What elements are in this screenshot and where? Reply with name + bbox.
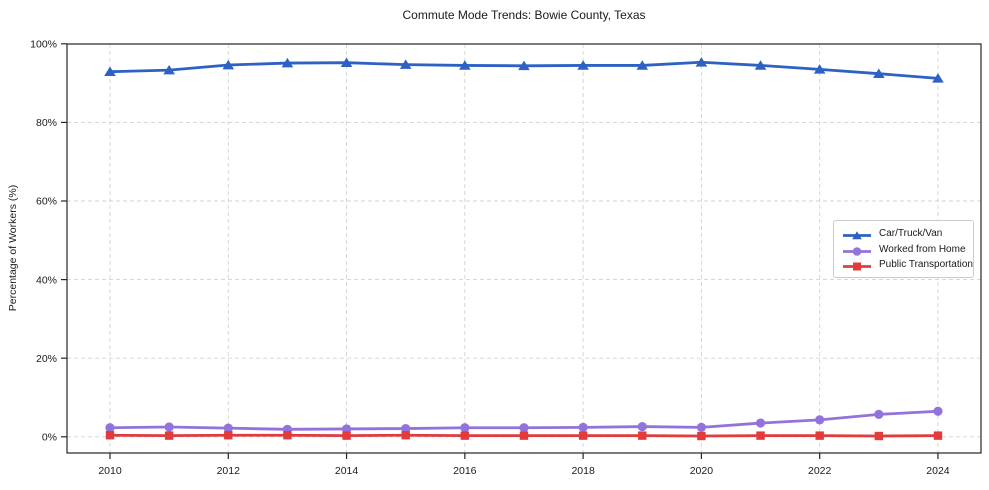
y-tick-label: 60%: [36, 196, 57, 208]
data-point-car-truck-van: [399, 59, 412, 69]
data-point-car-truck-van: [695, 57, 708, 67]
data-point-public-transportation: [874, 431, 884, 441]
x-tick-label: 2018: [571, 465, 595, 477]
data-point-worked-from-home: [164, 422, 174, 432]
data-point-car-truck-van: [222, 59, 235, 70]
data-point-worked-from-home: [105, 423, 115, 433]
legend-label: Car/Truck/Van: [879, 228, 943, 239]
x-tick-label: 2014: [335, 465, 359, 477]
data-point-public-transportation: [342, 431, 351, 440]
legend-item-car-truck-van: Car/Truck/Van: [842, 226, 965, 241]
x-tick-label: 2020: [690, 465, 714, 477]
data-point-public-transportation: [578, 431, 588, 440]
y-tick-label: 40%: [36, 274, 57, 286]
data-point-car-truck-van: [932, 73, 944, 83]
legend-item-public-transportation: Public Transportation: [842, 257, 973, 272]
data-point-worked-from-home: [815, 415, 825, 425]
data-point-car-truck-van: [577, 60, 589, 70]
x-tick-label: 2022: [808, 465, 832, 477]
data-point-car-truck-van: [459, 60, 471, 70]
data-point-public-transportation: [224, 431, 233, 440]
y-tick-label: 100%: [30, 39, 57, 51]
data-point-car-truck-van: [873, 68, 885, 78]
data-point-public-transportation: [401, 431, 410, 440]
x-tick-label: 2024: [926, 465, 950, 477]
data-point-worked-from-home: [696, 422, 707, 432]
legend-item-worked-from-home: Worked from Home: [842, 242, 966, 257]
data-point-worked-from-home: [401, 423, 411, 434]
data-point-car-truck-van: [163, 64, 175, 75]
data-point-public-transportation: [283, 431, 292, 440]
worked-from-home-line-icon: [842, 244, 872, 256]
data-point-public-transportation: [638, 431, 647, 440]
chart-title: Commute Mode Trends: Bowie County, Texas: [402, 8, 646, 22]
data-point-worked-from-home: [933, 406, 943, 416]
x-tick-label: 2010: [98, 465, 122, 477]
axes-frame: [66, 43, 982, 454]
data-point-car-truck-van: [518, 60, 530, 71]
data-point-public-transportation: [460, 431, 470, 440]
data-point-public-transportation: [756, 431, 765, 440]
data-point-worked-from-home: [341, 424, 352, 434]
data-point-worked-from-home: [460, 423, 470, 433]
data-point-public-transportation: [164, 431, 174, 440]
data-point-public-transportation: [105, 431, 115, 440]
legend-label: Public Transportation: [879, 259, 973, 270]
data-point-worked-from-home: [874, 409, 884, 419]
y-tick-label: 0%: [42, 432, 57, 444]
data-point-worked-from-home: [578, 422, 588, 432]
legend-label: Worked from Home: [879, 243, 966, 255]
x-tick-label: 2012: [217, 465, 241, 477]
data-point-car-truck-van: [104, 66, 116, 77]
data-point-car-truck-van: [813, 64, 826, 74]
x-tick-label: 2016: [453, 465, 477, 477]
legend: Car/Truck/Van Worked from Home Public Tr…: [833, 220, 974, 278]
data-point-car-truck-van: [340, 57, 353, 67]
data-point-car-truck-van: [281, 57, 294, 68]
car-truck-van-line-icon: [842, 228, 872, 240]
y-tick-label: 80%: [36, 117, 57, 129]
public-transportation-line-icon: [842, 259, 872, 271]
data-point-public-transportation: [697, 431, 706, 441]
data-point-worked-from-home: [755, 418, 766, 428]
data-point-worked-from-home: [223, 423, 233, 433]
data-point-worked-from-home: [519, 423, 529, 433]
data-point-public-transportation: [933, 431, 943, 440]
data-point-car-truck-van: [636, 60, 649, 70]
data-point-public-transportation: [815, 431, 824, 440]
data-point-car-truck-van: [754, 60, 767, 70]
data-point-worked-from-home: [637, 421, 647, 432]
data-point-public-transportation: [519, 431, 529, 440]
y-tick-label: 20%: [36, 353, 57, 365]
